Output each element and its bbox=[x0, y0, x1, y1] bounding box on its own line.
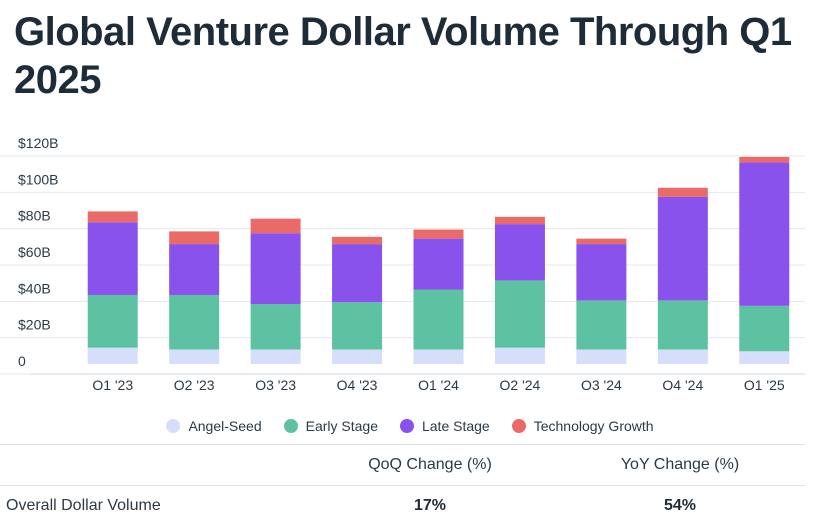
bar-segment-angel-seed bbox=[332, 349, 383, 364]
bar-segment-angel-seed bbox=[413, 349, 464, 364]
legend-swatch-technology-growth bbox=[511, 419, 526, 433]
bar-segment-late-stage bbox=[87, 222, 138, 295]
x-tick-label: Q1 '23 bbox=[92, 377, 133, 390]
x-tick-label: Q3 '23 bbox=[255, 377, 296, 390]
bar-segment-angel-seed bbox=[576, 349, 627, 364]
table-header-row: QoQ Change (%) YoY Change (%) bbox=[0, 444, 805, 485]
legend-swatch-late-stage bbox=[399, 419, 414, 433]
bar-segment-early-stage bbox=[576, 300, 627, 350]
bar-segment-angel-seed bbox=[250, 349, 301, 364]
bar-segment-technology-growth bbox=[739, 156, 790, 163]
bar-segment-late-stage bbox=[576, 244, 627, 301]
table-row: Overall Dollar Volume 17% 54% bbox=[0, 485, 805, 526]
bar-segment-early-stage bbox=[413, 289, 464, 350]
x-tick-label: Q4 '23 bbox=[337, 377, 378, 390]
legend-label-early-stage: Early Stage bbox=[305, 418, 378, 434]
bar-segment-angel-seed bbox=[87, 347, 138, 364]
y-tick-label: $100B bbox=[18, 171, 58, 187]
bar-segment-angel-seed bbox=[657, 349, 708, 364]
y-tick-label: $40B bbox=[18, 280, 51, 296]
bar-segment-angel-seed bbox=[169, 349, 220, 364]
bar-segment-technology-growth bbox=[576, 238, 627, 245]
y-tick-label: $120B bbox=[18, 135, 58, 151]
bar-segment-early-stage bbox=[250, 304, 301, 350]
bar-segment-late-stage bbox=[494, 224, 545, 281]
bar-segment-early-stage bbox=[494, 280, 545, 348]
x-tick-label: Q1 '24 bbox=[418, 377, 459, 390]
x-tick-label: Q3 '24 bbox=[581, 377, 622, 390]
legend-item-angel-seed: Angel-Seed bbox=[166, 418, 262, 434]
bar-segment-technology-growth bbox=[494, 216, 545, 225]
bar-segment-late-stage bbox=[332, 244, 383, 303]
row-label: Overall Dollar Volume bbox=[6, 497, 161, 514]
chart-title: Global Venture Dollar Volume Through Q1 … bbox=[14, 10, 792, 102]
bar-segment-late-stage bbox=[169, 244, 220, 295]
yoy-header: YoY Change (%) bbox=[620, 456, 740, 473]
legend-item-early-stage: Early Stage bbox=[283, 418, 378, 434]
qoq-value: 17% bbox=[413, 497, 447, 514]
bar-segment-early-stage bbox=[739, 305, 790, 352]
legend-label-late-stage: Late Stage bbox=[421, 418, 490, 434]
summary-table: QoQ Change (%) YoY Change (%) Overall Do… bbox=[0, 444, 805, 526]
bar-segment-angel-seed bbox=[739, 351, 790, 364]
x-tick-label: Q4 '24 bbox=[662, 377, 703, 390]
legend-label-angel-seed: Angel-Seed bbox=[188, 418, 262, 434]
bar-segment-technology-growth bbox=[169, 231, 220, 245]
bar-segment-late-stage bbox=[739, 162, 790, 306]
bar-segment-technology-growth bbox=[413, 229, 464, 239]
bar-segment-technology-growth bbox=[332, 236, 383, 245]
legend-label-technology-growth: Technology Growth bbox=[533, 418, 654, 434]
bar-segment-early-stage bbox=[332, 302, 383, 350]
bar-segment-early-stage bbox=[169, 294, 220, 350]
x-tick-label: Q1 '25 bbox=[744, 377, 785, 390]
y-tick-label: 0 bbox=[18, 353, 26, 369]
bar-segment-late-stage bbox=[657, 196, 708, 301]
legend-swatch-angel-seed bbox=[166, 419, 181, 433]
bar-segment-technology-growth bbox=[657, 187, 708, 197]
stacked-bar-chart: 0 $20B $40B $60B $80B $100B $120B Q1 '23 Q2 '23 Q… bbox=[0, 135, 805, 390]
bar-segment-early-stage bbox=[657, 300, 708, 350]
x-tick-label: Q2 '24 bbox=[500, 377, 541, 390]
qoq-header: QoQ Change (%) bbox=[368, 456, 492, 473]
y-tick-label: $60B bbox=[18, 244, 51, 260]
bar-segment-technology-growth bbox=[250, 218, 301, 234]
legend-item-late-stage: Late Stage bbox=[399, 418, 490, 434]
bar-segment-late-stage bbox=[250, 233, 301, 305]
chart-legend: Angel-Seed Early Stage Late Stage Techno… bbox=[0, 418, 820, 434]
yoy-value: 54% bbox=[663, 497, 697, 514]
legend-item-technology-growth: Technology Growth bbox=[511, 418, 654, 434]
bar-segment-technology-growth bbox=[87, 211, 138, 223]
bar-segment-early-stage bbox=[87, 294, 138, 348]
y-tick-label: $20B bbox=[18, 317, 51, 333]
legend-swatch-early-stage bbox=[283, 419, 298, 433]
y-tick-label: $80B bbox=[18, 208, 51, 224]
bar-segment-late-stage bbox=[413, 238, 464, 290]
bar-segment-angel-seed bbox=[494, 347, 545, 364]
x-tick-label: Q2 '23 bbox=[174, 377, 215, 390]
